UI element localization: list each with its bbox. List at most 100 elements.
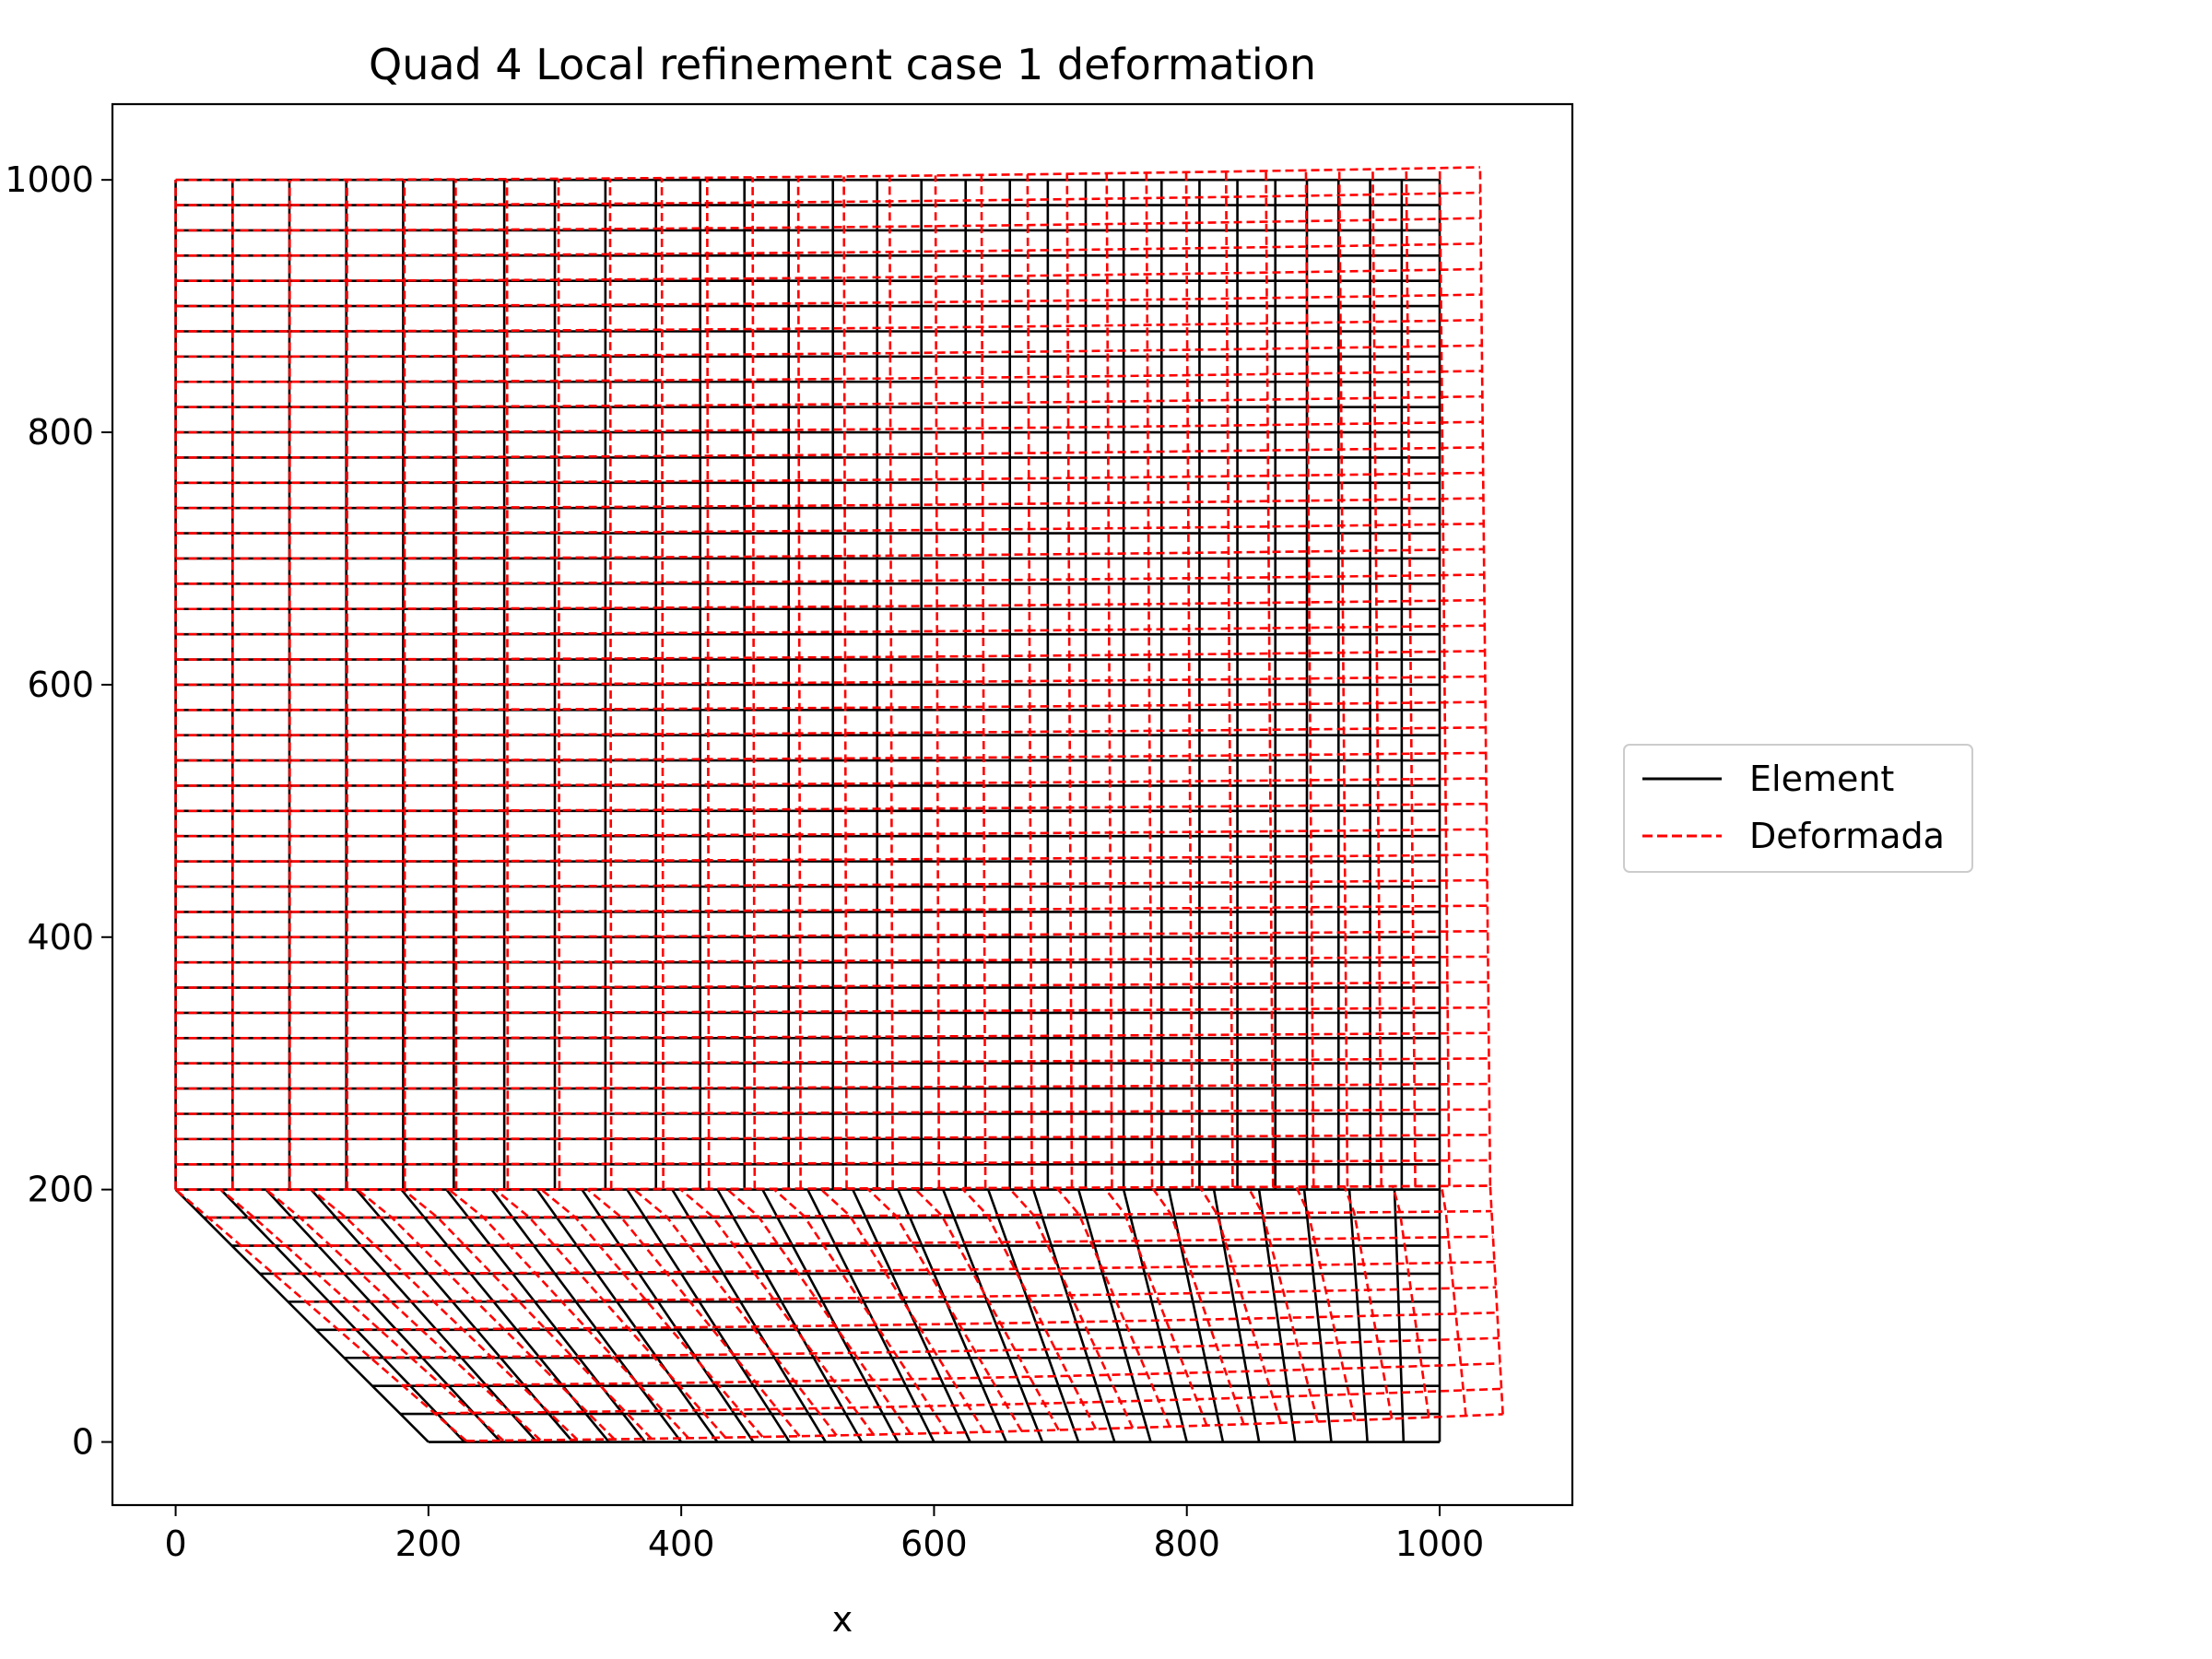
element-lower-vertical-line <box>897 1189 1007 1443</box>
deformed-horizontal-line <box>175 955 1488 964</box>
deformed-horizontal-line <box>175 1082 1489 1090</box>
y-tick-label: 400 <box>27 917 94 958</box>
y-tick-label: 800 <box>27 412 94 453</box>
deformed-vertical-line <box>608 178 613 1190</box>
deformed-horizontal-line <box>175 828 1488 838</box>
axes-frame <box>111 102 1574 1507</box>
deformed-horizontal-line <box>175 166 1480 182</box>
deformed-lower-vertical-line <box>356 1188 616 1441</box>
element-lower-vertical-line <box>626 1188 791 1443</box>
deformed-lower-horizontal-line <box>465 1413 1503 1442</box>
deformed-lower-vertical-line <box>219 1188 505 1441</box>
deformed-lower-vertical-line <box>1295 1186 1357 1421</box>
legend-box <box>1623 744 1973 873</box>
deformed-lower-vertical-line <box>1343 1185 1394 1419</box>
legend-label-deformada: Deformada <box>1749 816 1945 856</box>
deformed-vertical-line <box>660 178 665 1190</box>
deformed-horizontal-line <box>175 293 1482 308</box>
x-tick-label: 400 <box>648 1524 715 1564</box>
deformed-lower-vertical-line <box>1198 1186 1282 1424</box>
deformed-horizontal-line <box>175 904 1488 913</box>
element-lower-vertical-line <box>942 1189 1044 1443</box>
deformed-horizontal-line <box>175 598 1485 611</box>
deformed-horizontal-line <box>175 191 1481 206</box>
deformed-lower-vertical-line <box>866 1187 1023 1432</box>
x-tick-label: 800 <box>1153 1524 1220 1564</box>
deformed-lower-horizontal-line <box>241 1235 1493 1247</box>
deformed-lower-vertical-line <box>265 1188 542 1441</box>
deformed-horizontal-line <box>175 267 1482 283</box>
deformed-lower-vertical-line <box>632 1188 838 1437</box>
element-lower-vertical-line <box>445 1188 646 1443</box>
deformed-horizontal-line <box>175 573 1485 585</box>
element-lower-vertical-line <box>671 1188 827 1443</box>
deformed-horizontal-line <box>175 802 1487 813</box>
deformed-horizontal-line <box>175 471 1484 485</box>
deformed-vertical-line <box>454 179 458 1190</box>
deformed-horizontal-line <box>175 929 1488 939</box>
deformed-horizontal-line <box>175 725 1486 736</box>
deformed-horizontal-line <box>175 1006 1488 1015</box>
deformed-horizontal-line <box>175 318 1482 333</box>
deformed-horizontal-line <box>175 1134 1490 1141</box>
deformed-lower-vertical-line <box>540 1188 764 1438</box>
deformed-lower-vertical-line <box>494 1188 727 1439</box>
deformed-horizontal-line <box>175 981 1488 989</box>
element-lower-vertical-line <box>1031 1189 1116 1442</box>
element-lower-vertical-line <box>219 1188 465 1443</box>
deformed-vertical-line <box>1405 168 1417 1187</box>
deformed-lower-vertical-line <box>725 1187 912 1435</box>
deformed-lower-vertical-line <box>960 1187 1097 1430</box>
deformed-horizontal-line <box>175 217 1481 232</box>
x-tick-label: 200 <box>395 1524 463 1564</box>
deformed-horizontal-line <box>175 394 1483 408</box>
chart-title: Quad 4 Local refinement case 1 deformati… <box>369 40 1316 89</box>
deformed-lower-vertical-line <box>819 1187 986 1433</box>
element-lower-vertical-line <box>535 1188 719 1443</box>
deformed-vertical-line <box>1224 171 1234 1187</box>
deformed-lower-horizontal-line <box>370 1336 1500 1359</box>
element-lower-vertical-line <box>310 1188 538 1443</box>
element-lower-vertical-line <box>716 1189 864 1443</box>
deformed-horizontal-line <box>175 420 1483 434</box>
deformed-lower-vertical-line <box>1055 1186 1171 1428</box>
deformed-horizontal-line <box>175 1031 1489 1040</box>
axes: 0 200 400 600 800 1000 0 200 400 600 800 1000 <box>5 102 1574 1564</box>
deformed-horizontal-line <box>175 446 1483 459</box>
deformed-horizontal-line <box>175 344 1482 359</box>
element-lower-vertical-line <box>761 1189 900 1443</box>
element-lower-vertical-line <box>806 1189 935 1443</box>
mesh-deformed-lines <box>174 166 1504 1442</box>
deformed-horizontal-line <box>175 650 1486 661</box>
deformed-vertical-line <box>1265 171 1275 1187</box>
x-tick-label: 1000 <box>1395 1524 1485 1564</box>
deformed-horizontal-line <box>175 878 1488 888</box>
element-lower-vertical-line <box>581 1188 755 1443</box>
deformed-lower-vertical-line <box>448 1188 689 1440</box>
deformed-horizontal-line <box>175 751 1487 762</box>
deformed-lower-vertical-line <box>1103 1186 1208 1427</box>
element-lower-vertical-line <box>490 1188 683 1443</box>
deformed-lower-horizontal-line <box>175 1184 1490 1191</box>
deformed-horizontal-line <box>175 497 1484 510</box>
deformed-horizontal-line <box>175 522 1484 535</box>
deformed-lower-vertical-line <box>586 1188 801 1438</box>
deformed-horizontal-line <box>175 700 1486 712</box>
deformed-lower-horizontal-line <box>434 1387 1502 1415</box>
deformed-horizontal-line <box>175 1108 1490 1115</box>
deformed-lower-vertical-line <box>1246 1186 1320 1422</box>
y-tick-label: 1000 <box>5 159 94 200</box>
deformed-horizontal-line <box>175 675 1486 687</box>
deformed-vertical-line <box>505 179 510 1190</box>
x-tick-label: 0 <box>164 1524 186 1564</box>
deformed-vertical-line <box>1304 170 1315 1187</box>
deformed-horizontal-line <box>175 624 1485 636</box>
deformed-lower-vertical-line <box>772 1187 949 1434</box>
x-axis-label: x <box>832 1599 853 1640</box>
deformed-lower-vertical-line <box>913 1187 1060 1431</box>
element-lower-vertical-line <box>986 1189 1080 1442</box>
deformed-horizontal-line <box>175 370 1483 383</box>
legend-label-element: Element <box>1749 759 1894 799</box>
deformed-lower-horizontal-line <box>273 1260 1495 1276</box>
